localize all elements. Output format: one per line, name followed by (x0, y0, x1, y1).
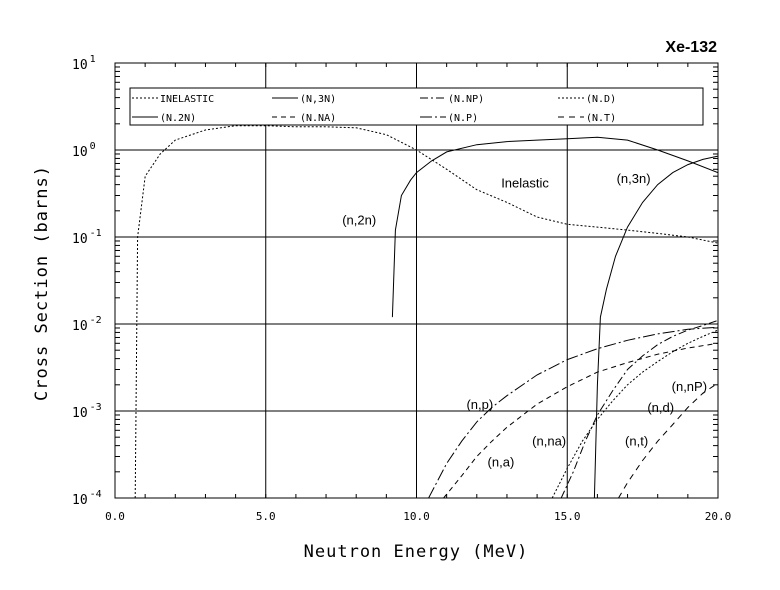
y-tick-label: 10 -2 (72, 315, 102, 334)
series-line-n-na (443, 342, 718, 498)
y-tick-label: 10 -4 (72, 489, 102, 508)
series-line-n-3n (593, 155, 718, 498)
series-group (134, 125, 718, 498)
legend-box (129, 87, 704, 126)
legend-label-n-na: (N.NA) (300, 113, 336, 124)
y-axis-label: Cross Section (barns) (32, 165, 52, 401)
legend-label-n-3n: (N,3N) (300, 94, 336, 105)
minor-ticks (115, 63, 718, 498)
series-line-n-2n (391, 136, 718, 318)
x-tick-label: 15.0 (554, 510, 581, 523)
annotation-label: (n,nP) (672, 379, 707, 394)
annotations: Inelastic (n,3n) (n,2n) (n,p) (n,nP) (n,d) (n,… (342, 171, 707, 470)
y-tick-label: 10 -1 (72, 228, 102, 247)
x-tick-labels: 0.0 5.0 10.0 15.0 20.0 (105, 510, 731, 523)
legend-label-inelastic: INELASTIC (160, 94, 214, 105)
annotation-label: (n,3n) (617, 171, 651, 186)
legend-label-n-d: (N.D) (586, 94, 616, 105)
chart-title: Xe-132 (665, 39, 717, 56)
y-tick-label: 10 1 (72, 54, 96, 73)
x-tick-label: 20.0 (705, 510, 732, 523)
plot-frame (114, 62, 719, 499)
annotation-label: (n,t) (625, 434, 648, 449)
series-line-n-p (428, 326, 718, 498)
legend-label-n-np: (N.NP) (448, 94, 484, 105)
annotation-label: (n,2n) (342, 212, 376, 227)
legend-label-n-2n: (N.2N) (160, 113, 196, 124)
series-line-n-d (551, 329, 718, 498)
y-tick-label: 10 0 (72, 141, 96, 160)
annotation-label: Inelastic (501, 176, 549, 191)
annotation-label: (n,na) (532, 434, 566, 449)
annotation-label: (n,p) (466, 397, 493, 412)
legend: INELASTIC (N,3N) (N.NP) (N.D) (N.2N) (N.NA) (N… (132, 94, 616, 124)
x-tick-label: 10.0 (403, 510, 430, 523)
series-line-n-t (618, 382, 718, 498)
annotation-label: (n,a) (488, 455, 515, 470)
x-tick-label: 0.0 (105, 510, 125, 523)
y-tick-label: 10 -3 (72, 402, 102, 421)
legend-label-n-t: (N.T) (586, 113, 616, 124)
x-tick-label: 5.0 (256, 510, 276, 523)
x-axis-label: Neutron Energy (MeV) (304, 542, 529, 562)
grid (115, 63, 718, 498)
annotation-label: (n,d) (647, 400, 674, 415)
legend-label-n-p: (N.P) (448, 113, 478, 124)
